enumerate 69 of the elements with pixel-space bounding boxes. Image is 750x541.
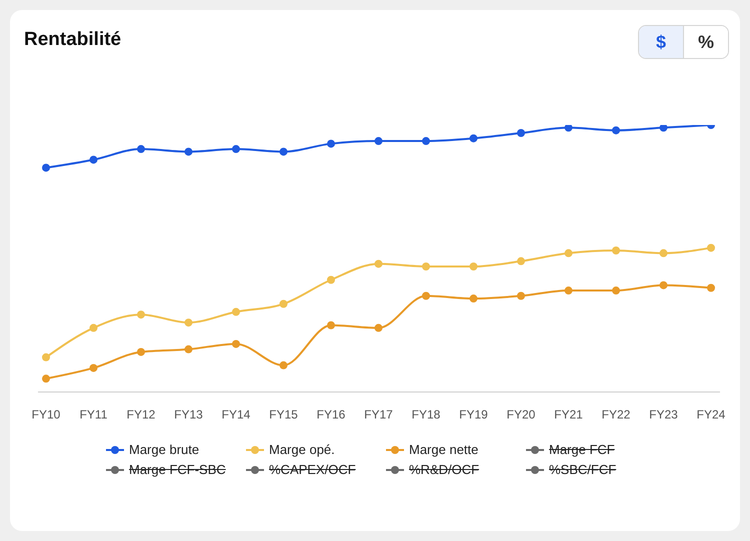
- point: [660, 281, 668, 290]
- x-tick-label: FY12: [126, 408, 156, 422]
- point: [422, 137, 430, 146]
- point: [660, 249, 668, 258]
- legend-label: Marge nette: [409, 442, 478, 457]
- point: [470, 134, 478, 142]
- point: [422, 292, 430, 300]
- point: [232, 308, 240, 316]
- point: [612, 286, 620, 295]
- x-tick-label: FY24: [696, 408, 726, 422]
- point: [564, 249, 572, 258]
- legend-label: Marge FCF: [549, 442, 615, 457]
- point: [517, 257, 525, 266]
- point: [137, 348, 145, 356]
- point: [707, 284, 715, 292]
- point: [42, 374, 50, 383]
- x-tick-label: FY15: [269, 408, 298, 422]
- x-tick-label: FY17: [364, 408, 394, 422]
- x-tick-label: FY19: [459, 408, 488, 422]
- point: [137, 310, 145, 319]
- point: [327, 140, 335, 148]
- point: [374, 324, 382, 332]
- legend-label: Marge brute: [129, 442, 200, 457]
- point: [707, 244, 715, 252]
- legend-label: %R&D/OCF: [409, 462, 480, 477]
- point: [232, 145, 240, 154]
- point: [422, 262, 430, 271]
- point: [184, 345, 192, 354]
- point: [517, 129, 525, 138]
- point: [280, 300, 288, 308]
- legend-label: Marge opé.: [269, 442, 335, 457]
- x-tick-label: FY18: [412, 408, 441, 422]
- point: [564, 286, 572, 295]
- x-tick-label: FY13: [174, 408, 204, 422]
- point: [42, 353, 50, 362]
- point: [232, 340, 240, 348]
- point: [90, 364, 98, 372]
- point: [137, 145, 145, 154]
- unit-toggle: $ %: [638, 25, 729, 59]
- point: [470, 262, 478, 271]
- x-tick-label: FY21: [554, 408, 584, 422]
- point: [280, 148, 288, 156]
- point: [90, 156, 98, 164]
- point: [660, 125, 668, 132]
- point: [280, 361, 288, 370]
- point: [184, 318, 192, 327]
- point: [517, 292, 525, 300]
- x-tick-label: FY16: [316, 408, 346, 422]
- legend-label: %SBC/FCF: [549, 462, 616, 477]
- x-tick-label: FY14: [222, 408, 251, 422]
- chart-title: Rentabilité: [24, 29, 122, 51]
- x-tick-label: FY10: [32, 408, 61, 422]
- legend-label: Marge FCF-SBC: [129, 462, 226, 477]
- point: [612, 246, 620, 254]
- point: [374, 137, 382, 146]
- point: [184, 148, 192, 156]
- point: [374, 260, 382, 268]
- point: [327, 276, 335, 284]
- point: [327, 321, 335, 330]
- point: [470, 294, 478, 303]
- point: [42, 164, 50, 172]
- legend-label: %CAPEX/OCF: [269, 462, 356, 477]
- point: [612, 126, 620, 134]
- x-tick-label: FY20: [506, 408, 536, 422]
- point: [90, 324, 98, 332]
- x-tick-label: FY22: [602, 408, 631, 422]
- x-tick-label: FY11: [80, 408, 108, 422]
- point: [564, 125, 572, 132]
- x-tick-label: FY23: [649, 408, 678, 422]
